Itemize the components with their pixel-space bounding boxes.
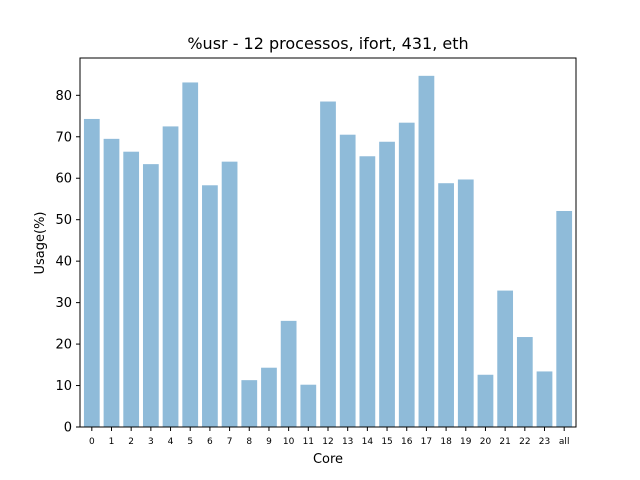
x-tick-label-19: 19 [460,437,472,447]
y-axis-label: Usage(%) [33,211,48,274]
x-tick-label-16: 16 [401,437,413,447]
bar-5 [182,82,199,428]
x-tick-label-12: 12 [322,437,333,447]
x-tick-label-13: 13 [342,437,353,447]
chart-title: %usr - 12 processos, ifort, 431, eth [187,34,468,53]
bar-17 [418,75,435,427]
x-tick-label-22: 22 [519,437,530,447]
x-tick-label-2: 2 [128,437,134,447]
x-axis-ticks: 0 1 2 3 4 5 6 7 8 9 10 11 12 13 14 15 16 17 18 19 20 21 22 23 al… [89,427,570,447]
bar-9 [261,367,277,427]
bar-3 [142,164,159,427]
y-tick-label: 50 [55,213,72,228]
x-tick-label-8: 8 [246,437,252,447]
x-axis-label: Core [313,452,343,467]
y-tick-label: 80 [55,89,72,104]
bar-14 [359,156,376,427]
x-tick-label-0: 0 [89,437,95,447]
x-tick-label-14: 14 [362,437,374,447]
bar-23 [536,371,553,427]
bar-18 [438,183,454,427]
bar-21 [497,290,514,427]
x-tick-label-17: 17 [421,437,432,447]
x-tick-label-21: 21 [499,437,510,447]
y-tick-label: 20 [55,338,72,353]
bar-16 [398,122,415,428]
x-tick-label-15: 15 [381,437,392,447]
x-tick-label-23: 23 [539,437,550,447]
bar-13 [339,134,356,427]
y-tick-label: 30 [55,296,72,311]
x-tick-label-7: 7 [227,437,233,447]
bar-4 [162,126,179,427]
x-tick-label-10: 10 [283,437,295,447]
bar-2 [123,151,140,427]
y-axis-ticks: 0 10 20 30 40 50 60 70 80 [55,89,80,436]
bar-20 [477,374,494,427]
x-tick-label-11: 11 [303,437,314,447]
bar-1 [103,138,120,427]
x-tick-label-6: 6 [207,437,213,447]
y-tick-label: 10 [55,379,72,394]
x-tick-label-9: 9 [266,437,272,447]
bar-6 [202,185,218,427]
bar-0 [83,118,100,427]
y-tick-label: 70 [55,130,72,145]
y-tick-label: 60 [55,172,72,187]
x-tick-label-4: 4 [168,437,174,447]
x-tick-label-3: 3 [148,437,154,447]
bar-22 [516,337,533,427]
x-tick-label-1: 1 [109,437,115,447]
bar-10 [280,320,297,427]
x-tick-label-5: 5 [187,437,193,447]
y-tick-label: 40 [55,255,72,270]
bar-11 [300,384,317,427]
bar-19 [457,179,474,427]
x-tick-label-all: all [559,437,570,447]
bar-15 [379,141,395,427]
x-tick-label-20: 20 [480,437,492,447]
bar-7 [221,161,238,427]
bar-all [556,210,573,427]
x-tick-label-18: 18 [440,437,452,447]
bar-8 [241,380,258,427]
bars-group [83,75,573,428]
bar-12 [320,101,336,427]
y-tick-label: 0 [64,421,72,436]
